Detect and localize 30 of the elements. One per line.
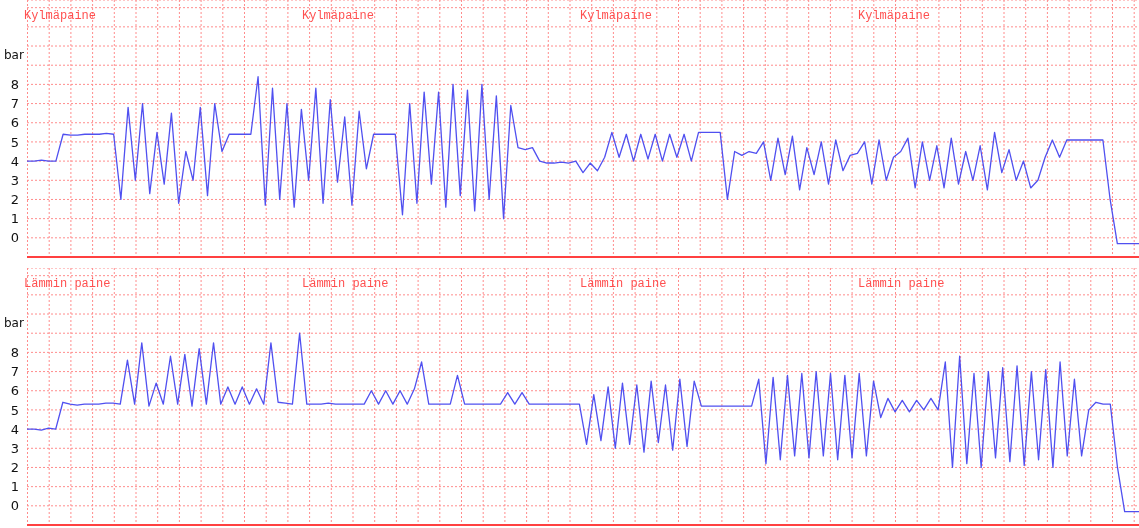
annotation: Lämmin paine	[302, 277, 389, 291]
y-tick-label: 7	[10, 96, 19, 112]
y-tick-label: 5	[10, 402, 19, 418]
y-axis-title: bar	[4, 48, 24, 62]
y-tick-label: 2	[10, 192, 19, 208]
line-series	[26, 332, 1139, 513]
y-tick-label: 4	[10, 153, 19, 169]
annotation: Lämmin paine	[580, 277, 667, 291]
line-series	[26, 76, 1139, 245]
y-tick-label: 1	[10, 479, 19, 495]
annotation: Kylmäpaine	[580, 9, 653, 23]
y-tick-label: 3	[10, 440, 19, 456]
y-tick-label: 8	[10, 345, 19, 360]
y-tick-label: 6	[10, 115, 19, 131]
y-axis-title: bar	[4, 316, 24, 330]
y-tick-label: 0	[10, 230, 19, 246]
annotation: Kylmäpaine	[302, 9, 375, 23]
y-tick-label: 0	[10, 498, 19, 514]
y-tick-label: 2	[10, 460, 19, 476]
y-tick-label: 4	[10, 421, 19, 437]
y-tick-label: 7	[10, 364, 19, 380]
y-tick-label: 6	[10, 383, 19, 399]
annotation: Lämmin paine	[24, 277, 111, 291]
y-tick-label: 3	[10, 172, 19, 188]
annotation: Kylmäpaine	[24, 9, 97, 23]
y-tick-label: 5	[10, 134, 19, 150]
annotation: Kylmäpaine	[858, 9, 931, 23]
y-tick-label: 8	[10, 77, 19, 92]
annotation: Lämmin paine	[858, 277, 945, 291]
y-tick-label: 1	[10, 211, 19, 227]
